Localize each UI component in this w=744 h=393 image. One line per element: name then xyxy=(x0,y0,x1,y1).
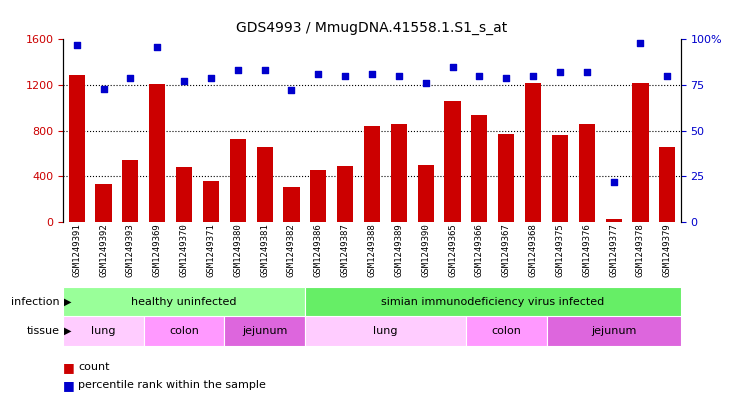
Point xyxy=(608,179,620,185)
Bar xyxy=(444,101,461,222)
Bar xyxy=(176,167,192,222)
Bar xyxy=(305,316,466,346)
Point xyxy=(661,73,673,79)
Bar xyxy=(547,316,681,346)
Text: GSM1249370: GSM1249370 xyxy=(179,223,188,277)
Bar xyxy=(466,316,547,346)
Point xyxy=(420,80,432,86)
Text: GSM1249387: GSM1249387 xyxy=(341,223,350,277)
Bar xyxy=(525,83,541,222)
Point xyxy=(339,73,351,79)
Point xyxy=(312,71,324,77)
Bar xyxy=(144,316,225,346)
Bar xyxy=(305,287,681,316)
Bar xyxy=(95,184,112,222)
Text: GSM1249367: GSM1249367 xyxy=(501,223,510,277)
Text: GSM1249369: GSM1249369 xyxy=(153,223,161,277)
Text: lung: lung xyxy=(92,326,116,336)
Bar xyxy=(579,124,595,222)
Point xyxy=(259,67,271,73)
Point xyxy=(393,73,405,79)
Text: lung: lung xyxy=(373,326,398,336)
Text: percentile rank within the sample: percentile rank within the sample xyxy=(78,380,266,390)
Text: GSM1249381: GSM1249381 xyxy=(260,223,269,277)
Title: GDS4993 / MmugDNA.41558.1.S1_s_at: GDS4993 / MmugDNA.41558.1.S1_s_at xyxy=(237,22,507,35)
Point xyxy=(232,67,244,73)
Text: GSM1249365: GSM1249365 xyxy=(448,223,457,277)
Text: GSM1249386: GSM1249386 xyxy=(314,223,323,277)
Text: ■: ■ xyxy=(63,378,75,392)
Text: GSM1249382: GSM1249382 xyxy=(287,223,296,277)
Bar xyxy=(391,124,407,222)
Text: ■: ■ xyxy=(63,361,75,374)
Text: GSM1249371: GSM1249371 xyxy=(206,223,216,277)
Text: GSM1249393: GSM1249393 xyxy=(126,223,135,277)
Bar xyxy=(230,139,246,222)
Point xyxy=(71,42,83,48)
Text: ▶: ▶ xyxy=(64,297,71,307)
Bar xyxy=(225,316,305,346)
Point xyxy=(151,44,163,50)
Point xyxy=(366,71,378,77)
Text: GSM1249375: GSM1249375 xyxy=(556,223,565,277)
Bar xyxy=(203,182,219,222)
Point xyxy=(97,86,109,92)
Text: simian immunodeficiency virus infected: simian immunodeficiency virus infected xyxy=(381,297,604,307)
Bar xyxy=(472,115,487,222)
Text: GSM1249379: GSM1249379 xyxy=(663,223,672,277)
Bar xyxy=(63,316,144,346)
Bar xyxy=(498,134,514,222)
Point xyxy=(527,73,539,79)
Text: GSM1249388: GSM1249388 xyxy=(368,223,376,277)
Text: GSM1249368: GSM1249368 xyxy=(528,223,538,277)
Text: healthy uninfected: healthy uninfected xyxy=(131,297,237,307)
Bar xyxy=(310,169,327,222)
Point xyxy=(554,69,566,75)
Bar xyxy=(659,147,676,222)
Point xyxy=(178,78,190,84)
Point xyxy=(500,75,512,81)
Text: count: count xyxy=(78,362,109,373)
Bar xyxy=(417,165,434,222)
Point xyxy=(473,73,485,79)
Text: GSM1249389: GSM1249389 xyxy=(394,223,403,277)
Text: GSM1249392: GSM1249392 xyxy=(99,223,108,277)
Point xyxy=(635,40,647,46)
Bar xyxy=(283,187,300,222)
Bar xyxy=(149,84,165,222)
Text: infection: infection xyxy=(11,297,60,307)
Point xyxy=(581,69,593,75)
Text: colon: colon xyxy=(169,326,199,336)
Bar xyxy=(364,126,380,222)
Text: ▶: ▶ xyxy=(64,326,71,336)
Point xyxy=(446,64,458,70)
Text: GSM1249377: GSM1249377 xyxy=(609,223,618,277)
Bar xyxy=(257,147,272,222)
Point xyxy=(286,87,298,94)
Text: GSM1249366: GSM1249366 xyxy=(475,223,484,277)
Text: tissue: tissue xyxy=(27,326,60,336)
Bar xyxy=(122,160,138,222)
Bar xyxy=(552,135,568,222)
Text: jejunum: jejunum xyxy=(242,326,287,336)
Text: colon: colon xyxy=(491,326,522,336)
Text: jejunum: jejunum xyxy=(591,326,636,336)
Bar xyxy=(68,75,85,222)
Text: GSM1249390: GSM1249390 xyxy=(421,223,430,277)
Text: GSM1249376: GSM1249376 xyxy=(583,223,591,277)
Bar xyxy=(63,287,305,316)
Text: GSM1249391: GSM1249391 xyxy=(72,223,81,277)
Point xyxy=(124,75,136,81)
Point xyxy=(205,75,217,81)
Bar xyxy=(632,83,649,222)
Text: GSM1249380: GSM1249380 xyxy=(234,223,243,277)
Text: GSM1249378: GSM1249378 xyxy=(636,223,645,277)
Bar xyxy=(606,219,622,222)
Bar xyxy=(337,166,353,222)
